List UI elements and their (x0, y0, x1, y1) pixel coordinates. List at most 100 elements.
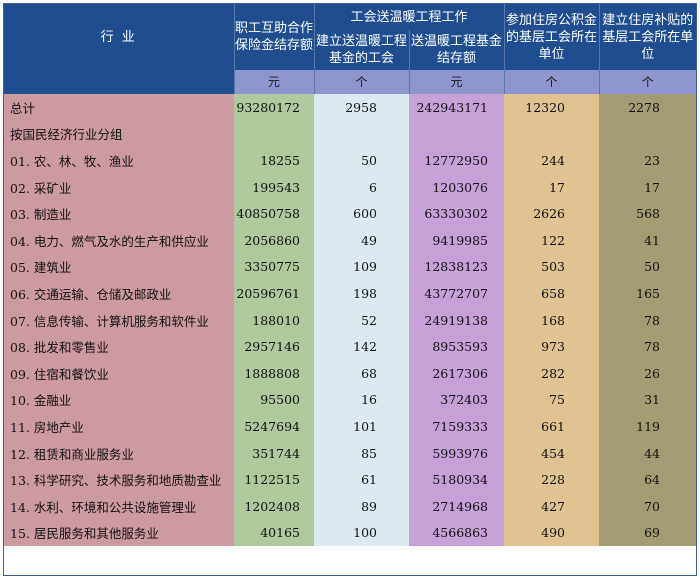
table-row: 14. 水利、环境和公共设施管理业 1202408 89 2714968 427 70 (4, 492, 696, 520)
fund-balance-value: 5180934 (409, 466, 505, 493)
mutual-aid-value: 18255 (234, 147, 314, 174)
unions-with-fund-value: 100 (314, 519, 409, 547)
statistics-table: 行 业 职工互助合作保险金结存额 工会送温暖工程工作 参加住房公积金的基层工会所… (4, 4, 696, 547)
mutual-aid-value: 188010 (234, 306, 314, 334)
unions-with-fund-value: 85 (314, 439, 409, 467)
housing-subsidy-value: 23 (599, 147, 696, 174)
table-row: 15. 居民服务和其他服务业 40165 100 4566863 490 69 (4, 519, 696, 547)
housing-fund-value: 427 (504, 492, 600, 520)
housing-subsidy-value: 119 (599, 413, 696, 440)
unions-with-fund-value: 198 (314, 280, 409, 307)
housing-fund-value: 168 (504, 306, 600, 334)
industry-name: 11. 房地产业 (4, 413, 234, 440)
mutual-aid-value: 93280172 (234, 94, 314, 121)
housing-fund-value: 454 (504, 439, 600, 467)
mutual-aid-value: 5247694 (234, 413, 314, 440)
unions-with-fund-value: 142 (314, 333, 409, 360)
table-row: 06. 交通运输、仓储及邮政业 20596761 198 43772707 658 165 (4, 280, 696, 307)
industry-name: 10. 金融业 (4, 386, 234, 414)
fund-balance-value: 5993976 (409, 439, 505, 467)
unions-with-fund-value: 61 (314, 466, 409, 493)
header-industry: 行 业 (4, 4, 234, 70)
industry-name: 14. 水利、环境和公共设施管理业 (4, 492, 234, 520)
housing-fund-value: 658 (504, 280, 600, 307)
header-mutual-aid-balance: 职工互助合作保险金结存额 (233, 4, 314, 70)
fund-balance-value: 9419985 (409, 226, 505, 254)
mutual-aid-value: 1202408 (234, 492, 314, 520)
mutual-aid-value: 3350775 (234, 253, 314, 281)
unions-with-fund-value: 16 (314, 386, 409, 414)
housing-fund-value: 2626 (504, 200, 600, 227)
housing-fund-value: 282 (504, 359, 600, 387)
unit-housing-fund: 个 (503, 70, 600, 94)
table-row: 09. 住宿和餐饮业 1888808 68 2617306 282 26 (4, 359, 696, 387)
housing-fund-value: 12320 (504, 94, 600, 121)
fund-balance-value (409, 120, 505, 148)
fund-balance-value: 12772950 (409, 147, 505, 174)
industry-name: 按国民经济行业分组 (4, 120, 234, 148)
housing-subsidy-value: 78 (599, 333, 696, 360)
table-row: 08. 批发和零售业 2957146 142 8953593 973 78 (4, 333, 696, 360)
industry-name: 06. 交通运输、仓储及邮政业 (4, 280, 234, 307)
industry-name: 03. 制造业 (4, 200, 234, 227)
industry-name: 08. 批发和零售业 (4, 333, 234, 360)
header-housing-fund-units: 参加住房公积金的基层工会所在单位 (503, 4, 600, 70)
table-body: 总计 93280172 2958 242943171 12320 2278 按国民经济行业分… (4, 94, 696, 547)
industry-name: 13. 科学研究、技术服务和地质勘查业 (4, 466, 234, 493)
industry-name: 09. 住宿和餐饮业 (4, 359, 234, 387)
table-row: 07. 信息传输、计算机服务和软件业 188010 52 24919138 168 78 (4, 306, 696, 334)
unions-with-fund-value: 6 (314, 173, 409, 201)
table-row: 12. 租赁和商业服务业 351744 85 5993976 454 44 (4, 439, 696, 467)
housing-subsidy-value: 568 (599, 200, 696, 227)
table-row: 02. 采矿业 199543 6 1203076 17 17 (4, 173, 696, 201)
unit-fund-balance: 元 (408, 70, 505, 94)
table-row: 04. 电力、燃气及水的生产和供应业 2056860 49 9419985 122 41 (4, 226, 696, 254)
mutual-aid-value: 2957146 (234, 333, 314, 360)
table-row: 总计 93280172 2958 242943171 12320 2278 (4, 94, 696, 121)
industry-name: 15. 居民服务和其他服务业 (4, 519, 234, 547)
fund-balance-value: 1203076 (409, 173, 505, 201)
industry-name: 02. 采矿业 (4, 173, 234, 201)
unions-with-fund-value: 49 (314, 226, 409, 254)
unions-with-fund-value: 52 (314, 306, 409, 334)
mutual-aid-value: 351744 (234, 439, 314, 467)
unions-with-fund-value: 101 (314, 413, 409, 440)
housing-fund-value: 661 (504, 413, 600, 440)
mutual-aid-value: 40165 (234, 519, 314, 547)
industry-name: 12. 租赁和商业服务业 (4, 439, 234, 467)
housing-subsidy-value: 70 (599, 492, 696, 520)
unit-mutual-aid: 元 (233, 70, 314, 94)
housing-fund-value: 973 (504, 333, 600, 360)
mutual-aid-value: 2056860 (234, 226, 314, 254)
unions-with-fund-value: 600 (314, 200, 409, 227)
housing-subsidy-value: 78 (599, 306, 696, 334)
header-warmth-project-group: 工会送温暖工程工作 (313, 4, 505, 30)
unions-with-fund-value: 109 (314, 253, 409, 281)
industry-name: 05. 建筑业 (4, 253, 234, 281)
housing-fund-value: 17 (504, 173, 600, 201)
fund-balance-value: 2714968 (409, 492, 505, 520)
mutual-aid-value: 20596761 (234, 280, 314, 307)
fund-balance-value: 8953593 (409, 333, 505, 360)
housing-subsidy-value: 2278 (599, 94, 696, 121)
mutual-aid-value: 1888808 (234, 359, 314, 387)
fund-balance-value: 7159333 (409, 413, 505, 440)
mutual-aid-value: 1122515 (234, 466, 314, 493)
housing-subsidy-value: 26 (599, 359, 696, 387)
housing-subsidy-value: 64 (599, 466, 696, 493)
statistics-table-frame: 行 业 职工互助合作保险金结存额 工会送温暖工程工作 参加住房公积金的基层工会所… (3, 3, 697, 576)
industry-name: 07. 信息传输、计算机服务和软件业 (4, 306, 234, 334)
table-row: 13. 科学研究、技术服务和地质勘查业 1122515 61 5180934 228 64 (4, 466, 696, 493)
table-row: 10. 金融业 95500 16 372403 75 31 (4, 386, 696, 414)
fund-balance-value: 63330302 (409, 200, 505, 227)
fund-balance-value: 372403 (409, 386, 505, 414)
table-row: 03. 制造业 40850758 600 63330302 2626 568 (4, 200, 696, 227)
header-unions-with-fund: 建立送温暖工程基金的工会 (313, 30, 409, 70)
unions-with-fund-value: 2958 (314, 94, 409, 121)
fund-balance-value: 43772707 (409, 280, 505, 307)
industry-name: 01. 农、林、牧、渔业 (4, 147, 234, 174)
unions-with-fund-value: 89 (314, 492, 409, 520)
housing-fund-value: 228 (504, 466, 600, 493)
unit-unions-with-fund: 个 (313, 70, 409, 94)
mutual-aid-value: 199543 (234, 173, 314, 201)
